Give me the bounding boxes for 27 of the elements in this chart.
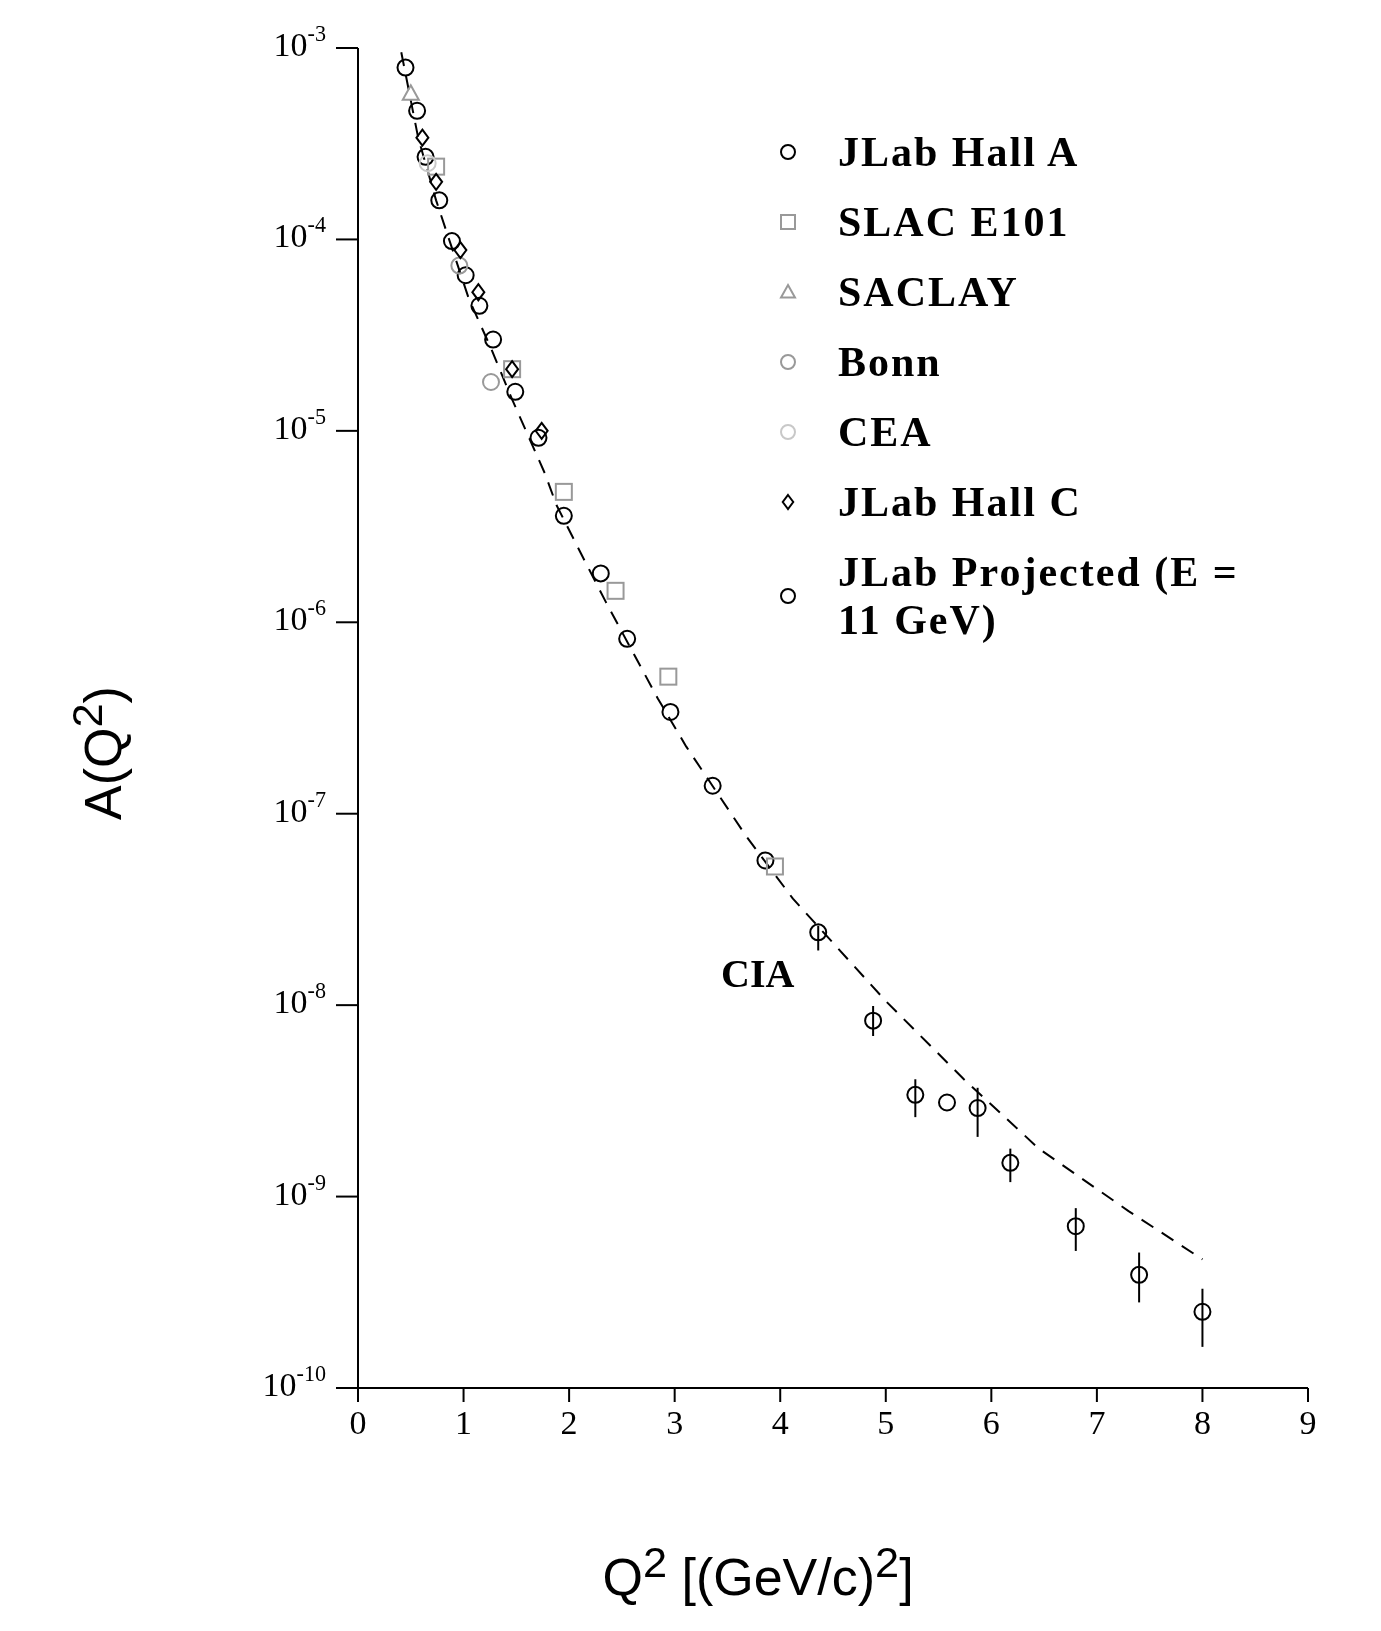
y-tick-label: 10$^{-10}$ <box>262 1360 326 1403</box>
y-tick-label: 10$^{-6}$ <box>273 594 326 638</box>
x-tick-label: 5 <box>877 1404 895 1441</box>
legend-label: Bonn <box>838 338 942 386</box>
x-tick-label: 7 <box>1088 1404 1106 1441</box>
legend-label: JLab Hall C <box>838 478 1082 526</box>
legend-label: JLab Projected (E = 11 GeV) <box>838 548 1240 644</box>
legend-label: SLAC E101 <box>838 198 1070 246</box>
y-tick-label: 10$^{-7}$ <box>273 786 326 829</box>
x-axis-title: Q$^{2}$ [(GeV/c)$^{2}$] <box>601 1538 915 1608</box>
x-tick-label: 2 <box>560 1404 578 1441</box>
y-tick-label: 10$^{-5}$ <box>273 403 326 446</box>
y-tick-label: 10$^{-3}$ <box>273 20 326 63</box>
x-tick-label: 3 <box>666 1404 684 1441</box>
annotation: CIA <box>721 950 795 998</box>
x-tick-label: 1 <box>455 1404 473 1441</box>
legend-label: CEA <box>838 408 933 456</box>
x-tick-label: 0 <box>349 1404 367 1441</box>
x-tick-label: 9 <box>1299 1404 1317 1441</box>
x-tick-label: 8 <box>1193 1404 1211 1441</box>
legend-label: SACLAY <box>838 268 1019 316</box>
y-tick-label: 10$^{-8}$ <box>273 977 326 1020</box>
y-tick-label: 10$^{-9}$ <box>273 1169 326 1212</box>
x-tick-label: 6 <box>982 1404 1000 1441</box>
legend-label: JLab Hall A <box>838 128 1080 176</box>
y-tick-label: 10$^{-4}$ <box>273 212 326 255</box>
x-tick-label: 4 <box>771 1404 789 1441</box>
